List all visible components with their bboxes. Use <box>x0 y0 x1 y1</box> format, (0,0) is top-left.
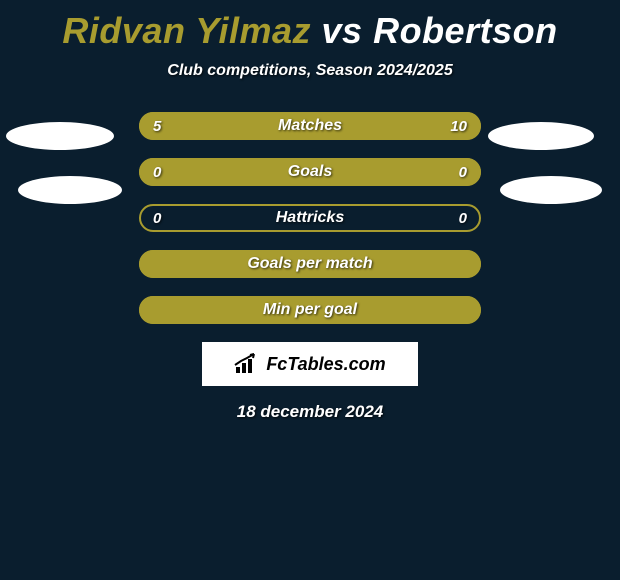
vs-text: vs <box>322 10 363 51</box>
stat-value-right: 10 <box>450 112 467 140</box>
decorative-ellipse <box>488 122 594 150</box>
stat-value-right: 0 <box>459 158 467 186</box>
stat-row: Hattricks0 0 <box>139 204 481 232</box>
decorative-ellipse <box>6 122 114 150</box>
stat-row: Matches5 10 <box>139 112 481 140</box>
player1-name: Ridvan Yilmaz <box>62 10 311 51</box>
stat-row: Goals per match <box>139 250 481 278</box>
stat-row: Goals0 0 <box>139 158 481 186</box>
decorative-ellipse <box>500 176 602 204</box>
date-text: 18 december 2024 <box>0 402 620 422</box>
logo-box: FcTables.com <box>202 342 418 386</box>
stat-value-left: 0 <box>153 158 161 186</box>
stat-label: Min per goal <box>139 296 481 324</box>
player2-name: Robertson <box>373 10 558 51</box>
stat-value-left: 5 <box>153 112 161 140</box>
stat-value-left: 0 <box>153 204 161 232</box>
logo-text: FcTables.com <box>266 354 385 375</box>
stat-value-right: 0 <box>459 204 467 232</box>
chart-icon <box>234 353 260 375</box>
stat-label: Matches <box>139 112 481 140</box>
stat-label: Goals per match <box>139 250 481 278</box>
subtitle: Club competitions, Season 2024/2025 <box>0 62 620 80</box>
stat-label: Goals <box>139 158 481 186</box>
decorative-ellipse <box>18 176 122 204</box>
page-title: Ridvan Yilmaz vs Robertson <box>0 0 620 52</box>
stat-row: Min per goal <box>139 296 481 324</box>
stat-label: Hattricks <box>139 204 481 232</box>
